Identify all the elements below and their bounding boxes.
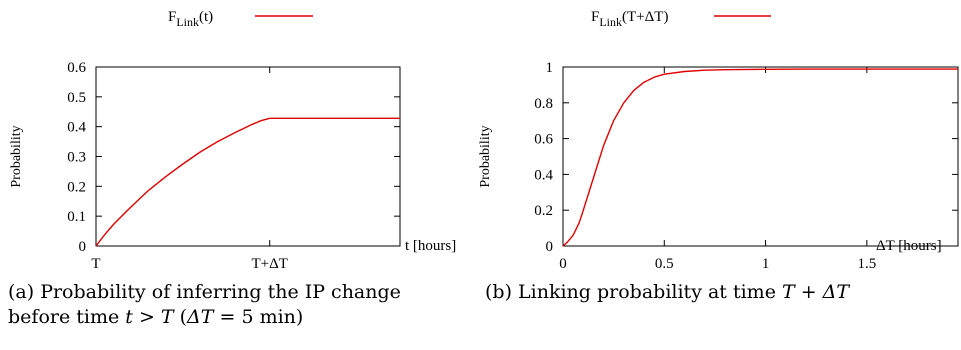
y-tick-label: 0 [546, 239, 554, 255]
caption-a-var-t: t [125, 306, 133, 328]
series-line [562, 68, 958, 247]
caption-a-rest: = 5 min) [213, 306, 304, 328]
y-tick-label: 0.2 [534, 203, 553, 219]
caption-a-open: ( [173, 306, 188, 328]
y-tick-label: 0.6 [534, 132, 553, 148]
series-line [95, 117, 400, 247]
x-tick-label: 0.5 [655, 256, 674, 272]
y-tick-label: 0.5 [67, 90, 86, 106]
y-tick-label: 0 [79, 239, 87, 255]
caption-b-var-dT: ΔT [822, 281, 850, 303]
caption-b-var-T: T [781, 281, 795, 303]
caption-a-line1: (a) Probability of inferring the IP chan… [8, 281, 401, 303]
legend-label-sub: Link [176, 15, 199, 29]
legend-label-sub: Link [599, 15, 622, 29]
legend-label-main: F [591, 9, 599, 25]
legend-label-arg: (T+ΔT) [622, 9, 668, 25]
x-tick-label: 1 [762, 256, 770, 272]
x-axis-label: ΔT [hours] [876, 238, 942, 254]
caption-a-line2: before time t > T (ΔT = 5 min) [8, 305, 401, 330]
x-axis-label: t [hours] [405, 238, 456, 254]
plot-frame [562, 66, 959, 247]
x-tick-label: 1.5 [857, 256, 876, 272]
y-tick-label: 0.4 [67, 120, 86, 136]
caption-a: (a) Probability of inferring the IP chan… [8, 280, 401, 330]
y-tick-label: 0.2 [67, 179, 86, 195]
y-tick-label: 0.1 [67, 209, 86, 225]
chart-b: 0 0.2 0.4 0.6 0.8 1 0 0.5 1 1.5 Probability ΔT [hou… [478, 9, 959, 272]
y-axis-label: Probability [478, 125, 493, 187]
caption-a-gt: > [132, 306, 161, 328]
legend-label-main: F [168, 9, 176, 25]
caption-a-text: before time [8, 306, 126, 328]
y-tick-label: 0.3 [67, 150, 86, 166]
y-tick-label: 0.8 [534, 96, 553, 112]
x-tick-label: T [91, 256, 100, 272]
y-tick-label: 0.6 [67, 60, 86, 76]
x-tick-label: T+ΔT [251, 256, 287, 272]
plot-frame [95, 66, 401, 247]
figure: 0 0.1 0.2 0.3 0.4 0.5 0.6 T T+ΔT Probability t [ho… [9, 9, 959, 272]
legend-label: FLink(t) [168, 9, 213, 29]
legend-label-arg: (t) [199, 9, 213, 25]
caption-b-plus: + [794, 281, 823, 303]
y-tick-label: 1 [546, 60, 554, 76]
legend-label: FLink(T+ΔT) [591, 9, 668, 29]
caption-b-line1: (b) Linking probability at time T + ΔT [485, 280, 849, 305]
y-axis-label: Probability [9, 125, 24, 187]
y-tick-label: 0.4 [534, 167, 553, 183]
chart-a: 0 0.1 0.2 0.3 0.4 0.5 0.6 T T+ΔT Probability t [ho… [9, 9, 456, 272]
caption-b-text: (b) Linking probability at time [485, 281, 782, 303]
caption-a-var-T: T [160, 306, 174, 328]
caption-b: (b) Linking probability at time T + ΔT [485, 280, 849, 305]
x-tick-label: 0 [559, 256, 567, 272]
caption-a-var-dT: ΔT [187, 306, 214, 328]
